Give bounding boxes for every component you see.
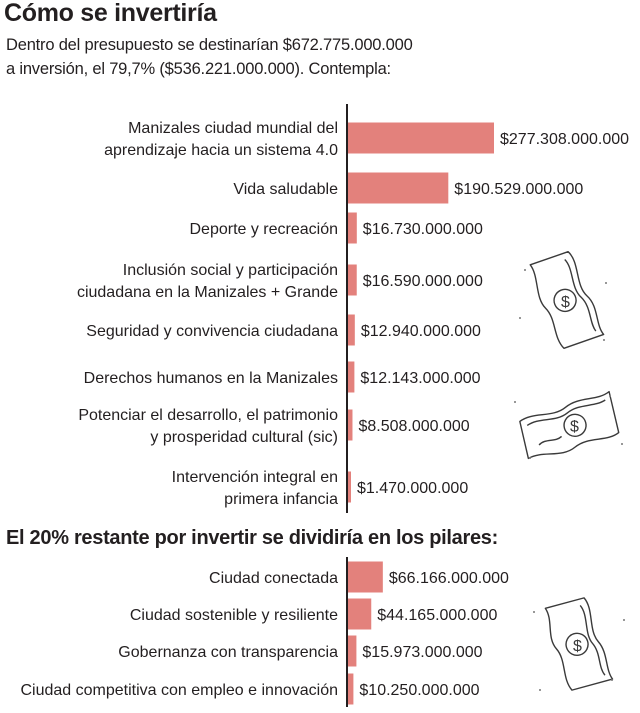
- category-label: y prosperidad cultural (sic): [150, 429, 338, 446]
- value-label: $1.470.000.000: [357, 480, 468, 497]
- bar: [348, 561, 383, 593]
- value-label: $44.165.000.000: [377, 607, 497, 624]
- bar: [348, 471, 351, 503]
- category-label: aprendizaje hacia un sistema 4.0: [104, 142, 338, 159]
- value-label: $277.308.000.000: [500, 131, 629, 148]
- bar: [348, 673, 354, 705]
- bar: [348, 361, 355, 393]
- category-label: Derechos humanos en la Manizales: [84, 370, 338, 387]
- category-label: Inclusión social y participación: [123, 262, 338, 279]
- category-label: Ciudad conectada: [209, 570, 338, 587]
- specks: [514, 269, 625, 691]
- category-label: Vida saludable: [233, 181, 338, 198]
- value-label: $10.250.000.000: [359, 682, 479, 699]
- bar: [348, 212, 357, 244]
- category-label: Ciudad sostenible y resiliente: [130, 607, 338, 624]
- category-label: Potenciar el desarrollo, el patrimonio: [78, 407, 338, 424]
- value-label: $12.143.000.000: [360, 370, 480, 387]
- intro-line: Dentro del presupuesto se destinarían $6…: [6, 36, 413, 54]
- svg-text:$: $: [561, 294, 570, 311]
- value-label: $16.590.000.000: [363, 273, 483, 290]
- bar: [348, 172, 449, 204]
- value-label: $12.940.000.000: [361, 323, 481, 340]
- svg-text:$: $: [570, 418, 579, 435]
- category-label: Manizales ciudad mundial del: [128, 120, 338, 137]
- svg-text:$: $: [573, 638, 582, 655]
- value-label: $15.973.000.000: [362, 644, 482, 661]
- bar: [348, 409, 353, 441]
- category-label: Gobernanza con transparencia: [118, 644, 338, 661]
- category-label: Intervención integral en: [172, 469, 338, 486]
- value-label: $66.166.000.000: [389, 570, 509, 587]
- category-label: Deporte y recreación: [189, 221, 338, 238]
- section-title-pillars: El 20% restante por invertir se dividirí…: [6, 527, 498, 549]
- pillars-chart: $66.166.000.000 Ciudad conectada $44.165.0…: [20, 557, 509, 707]
- category-label: ciudadana en la Manizales + Grande: [77, 284, 338, 301]
- bar: [348, 635, 357, 667]
- category-label: Seguridad y convivencia ciudadana: [86, 323, 338, 340]
- intro-text: Dentro del presupuesto se destinarían $6…: [6, 33, 446, 81]
- value-label: $16.730.000.000: [363, 221, 483, 238]
- value-label: $190.529.000.000: [454, 181, 583, 198]
- bar: [348, 598, 372, 630]
- chart-title: Cómo se invertiría: [4, 0, 217, 27]
- intro-line: a inversión, el 79,7% ($536.221.000.000)…: [6, 60, 391, 78]
- category-label: primera infancia: [224, 491, 338, 508]
- value-label: $8.508.000.000: [358, 418, 469, 435]
- money-bill-icon: $: [519, 390, 620, 460]
- category-label: Ciudad competitiva con empleo e innovaci…: [20, 682, 338, 699]
- bar: [348, 314, 355, 346]
- bar: [348, 264, 357, 296]
- bar: [348, 122, 494, 154]
- money-bill-icon: $: [529, 251, 605, 349]
- investment-chart: $277.308.000.000 Manizales ciudad mundial…: [77, 104, 629, 513]
- money-bill-icon: $: [544, 597, 614, 691]
